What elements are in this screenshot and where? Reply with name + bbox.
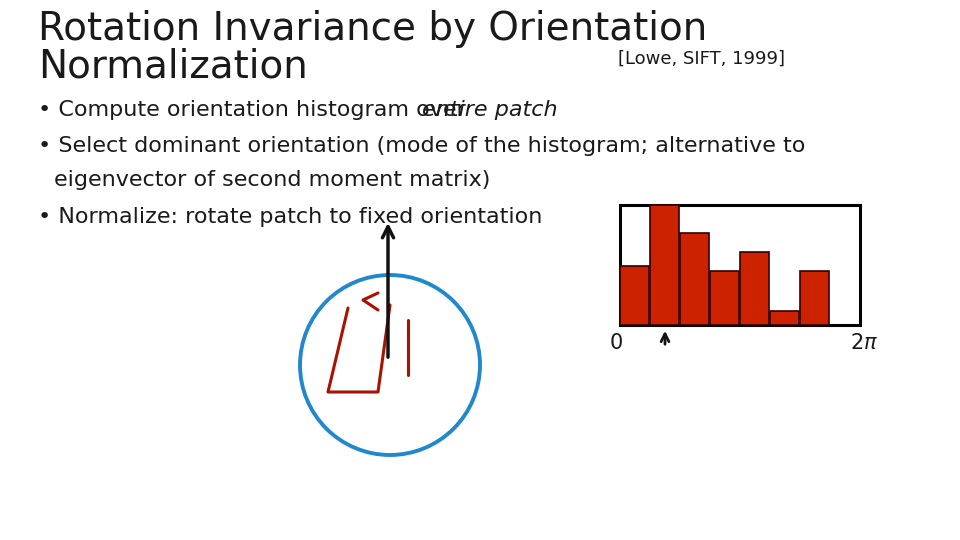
Bar xyxy=(800,272,828,325)
Text: Normalization: Normalization xyxy=(38,48,308,86)
Bar xyxy=(680,233,708,325)
Text: $2\pi$: $2\pi$ xyxy=(850,333,878,353)
Text: entire patch: entire patch xyxy=(422,100,558,120)
Bar xyxy=(770,311,799,325)
Bar xyxy=(710,272,738,325)
Bar xyxy=(740,252,769,325)
Text: eigenvector of second moment matrix): eigenvector of second moment matrix) xyxy=(54,170,491,190)
Text: 0: 0 xyxy=(610,333,623,353)
Bar xyxy=(650,205,679,325)
Text: Rotation Invariance by Orientation: Rotation Invariance by Orientation xyxy=(38,10,708,48)
Bar xyxy=(620,205,860,325)
Bar xyxy=(620,266,649,325)
Text: • Select dominant orientation (mode of the histogram; alternative to: • Select dominant orientation (mode of t… xyxy=(38,136,805,156)
Text: • Compute orientation histogram over: • Compute orientation histogram over xyxy=(38,100,473,120)
Text: • Normalize: rotate patch to fixed orientation: • Normalize: rotate patch to fixed orien… xyxy=(38,207,542,227)
Text: [Lowe, SIFT, 1999]: [Lowe, SIFT, 1999] xyxy=(618,50,785,68)
